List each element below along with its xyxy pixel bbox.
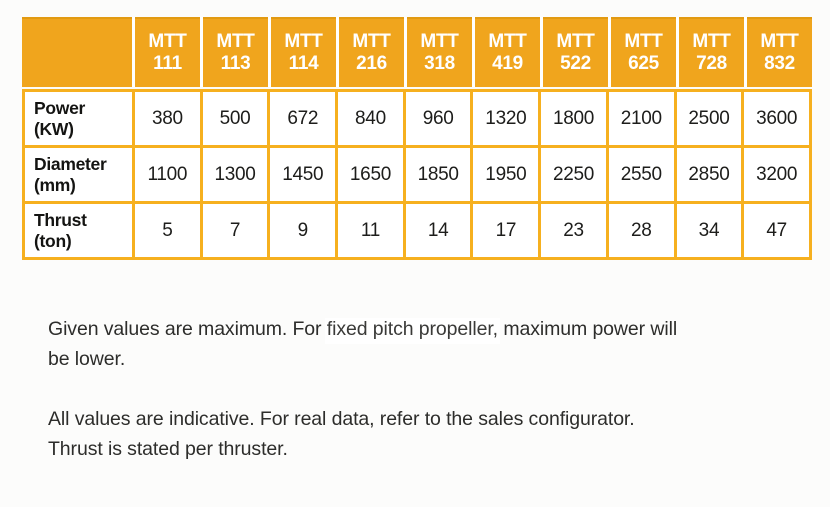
column-model: 419 [492,53,523,74]
row-unit-text: (KW) [34,118,74,139]
row-label-text: Power [34,97,86,118]
table-cell: 2550 [608,148,674,201]
column-series: MTT [692,31,731,52]
note-text: maximum power will [498,318,678,340]
note-text: be lower. [48,348,126,370]
footnotes: Given values are maximum. For fixed pitc… [48,314,768,494]
column-model: 318 [424,53,455,74]
column-model: 625 [628,53,659,74]
table-cell: 1450 [270,148,336,201]
table-cell: 2850 [676,148,742,201]
column-series: MTT [216,31,255,52]
table-cell: 1650 [338,148,403,201]
table-cell: 5 [135,204,200,257]
table-cell: 1950 [473,148,539,201]
column-header-mtt-113: MTT 113 [203,17,268,87]
table-cell: 14 [405,204,471,257]
note-text: Given values are maximum. For [48,318,327,340]
row-unit-text: (mm) [34,174,76,195]
table-cell: 7 [202,204,268,257]
column-header-mtt-318: MTT 318 [407,17,472,87]
table-cell: 47 [744,204,809,257]
column-series: MTT [488,31,527,52]
row-label-text: Thrust [34,209,87,230]
column-series: MTT [352,31,391,52]
note-maximum-values: Given values are maximum. For fixed pitc… [48,314,768,374]
column-model: 522 [560,53,591,74]
table-cell: 1800 [541,92,606,145]
thruster-spec-table: MTT 111 MTT 113 MTT 114 MTT 216 MTT 318 … [22,17,812,260]
table-cell: 672 [270,92,336,145]
column-series: MTT [420,31,459,52]
table-cell: 34 [676,204,742,257]
note-indicative-values: All values are indicative. For real data… [48,404,768,464]
table-header-row: MTT 111 MTT 113 MTT 114 MTT 216 MTT 318 … [22,17,812,87]
table-cell: 380 [135,92,200,145]
note-text: Thrust is stated per thruster. [48,438,288,460]
table-cell: 9 [270,204,336,257]
table-cell: 1320 [473,92,539,145]
column-series: MTT [556,31,595,52]
table-cell: 1100 [135,148,200,201]
column-model: 114 [288,53,319,74]
column-series: MTT [148,31,187,52]
column-series: MTT [760,31,799,52]
table-cell: 3200 [744,148,809,201]
table-cell: 500 [202,92,268,145]
table-cell: 2250 [541,148,606,201]
column-model: 216 [356,53,387,74]
table-cell: 2100 [608,92,674,145]
table-cell: 17 [473,204,539,257]
column-header-mtt-419: MTT 419 [475,17,540,87]
column-header-mtt-216: MTT 216 [339,17,404,87]
column-header-mtt-625: MTT 625 [611,17,676,87]
column-header-mtt-832: MTT 832 [747,17,812,87]
table-cell: 1300 [202,148,268,201]
column-series: MTT [624,31,663,52]
row-label-thrust: Thrust (ton) [25,204,132,257]
column-header-mtt-728: MTT 728 [679,17,744,87]
table-cell: 2500 [676,92,742,145]
table-corner-cell [22,17,132,87]
note-highlight-term: fixed pitch propeller, [326,318,498,340]
table-cell: 840 [338,92,403,145]
row-label-text: Diameter [34,153,107,174]
column-series: MTT [284,31,323,52]
table-cell: 11 [338,204,403,257]
column-header-mtt-522: MTT 522 [543,17,608,87]
note-text: All values are indicative. For real data… [48,408,635,430]
row-label-power: Power (KW) [25,92,132,145]
table-cell: 28 [608,204,674,257]
column-model: 728 [696,53,727,74]
table-cell: 3600 [744,92,809,145]
row-label-diameter: Diameter (mm) [25,148,132,201]
column-model: 111 [153,53,182,74]
table-cell: 1850 [405,148,471,201]
column-header-mtt-114: MTT 114 [271,17,336,87]
column-model: 113 [220,53,251,74]
table-cell: 23 [541,204,606,257]
table-cell: 960 [405,92,471,145]
row-unit-text: (ton) [34,230,72,251]
table-body: Power (KW) 380 500 672 840 960 1320 1800… [22,89,812,260]
column-model: 832 [764,53,795,74]
column-header-mtt-111: MTT 111 [135,17,200,87]
